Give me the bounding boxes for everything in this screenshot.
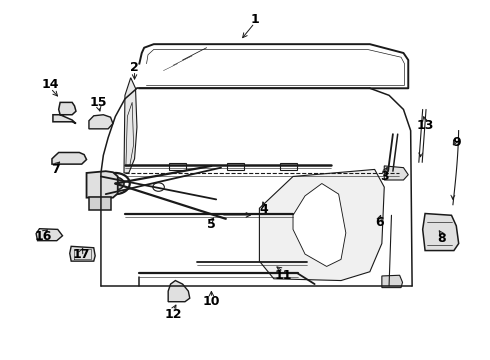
Polygon shape xyxy=(53,102,76,123)
Text: 9: 9 xyxy=(452,136,461,149)
Polygon shape xyxy=(293,184,346,266)
Polygon shape xyxy=(124,78,137,173)
Text: 4: 4 xyxy=(260,203,269,216)
Polygon shape xyxy=(259,170,384,280)
Bar xyxy=(169,163,186,171)
Polygon shape xyxy=(36,229,63,241)
Text: 10: 10 xyxy=(203,295,220,308)
Text: 2: 2 xyxy=(130,60,139,73)
Text: 5: 5 xyxy=(207,217,216,231)
Text: 15: 15 xyxy=(90,96,107,109)
Text: 7: 7 xyxy=(51,163,60,176)
Bar xyxy=(280,163,297,171)
Text: 6: 6 xyxy=(375,216,384,229)
Text: 8: 8 xyxy=(438,232,446,245)
Polygon shape xyxy=(87,171,118,198)
Polygon shape xyxy=(384,166,408,180)
Text: 16: 16 xyxy=(35,230,52,243)
Bar xyxy=(227,163,244,171)
Text: 13: 13 xyxy=(416,119,434,132)
Circle shape xyxy=(112,181,119,186)
Text: 14: 14 xyxy=(42,78,59,91)
Circle shape xyxy=(153,183,164,191)
Polygon shape xyxy=(423,213,459,251)
Text: 17: 17 xyxy=(73,248,91,261)
Polygon shape xyxy=(89,115,113,129)
Circle shape xyxy=(107,177,124,190)
Text: 11: 11 xyxy=(275,269,292,282)
Text: 12: 12 xyxy=(164,307,182,320)
Polygon shape xyxy=(382,275,402,288)
Text: 1: 1 xyxy=(250,13,259,26)
Polygon shape xyxy=(168,280,190,302)
Polygon shape xyxy=(52,153,87,164)
Polygon shape xyxy=(70,246,95,261)
Text: 3: 3 xyxy=(380,170,389,183)
Polygon shape xyxy=(89,197,111,210)
